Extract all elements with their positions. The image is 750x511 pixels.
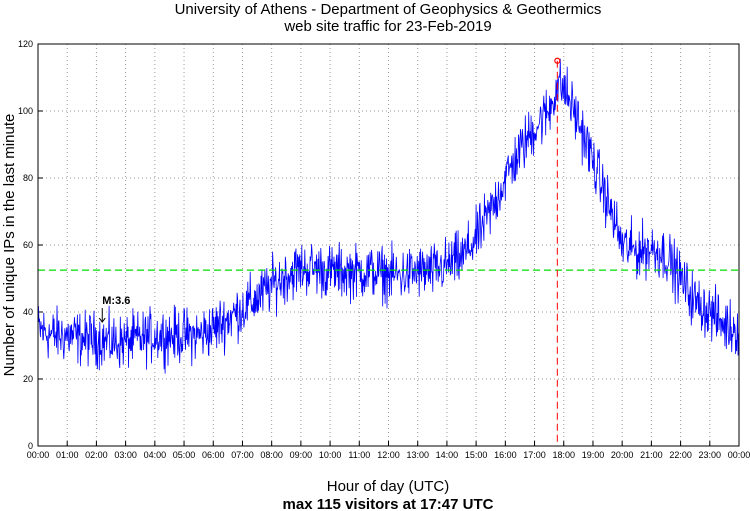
x-tick-label: 01:00 [56, 450, 79, 460]
x-tick-label: 16:00 [494, 450, 517, 460]
y-axis-label: Number of unique IPs in the last minute [1, 114, 18, 377]
y-tick-label: 80 [23, 173, 33, 183]
y-tick-label: 40 [23, 307, 33, 317]
y-tick-label: 120 [18, 39, 33, 49]
x-tick-label: 04:00 [144, 450, 167, 460]
annotation-arrow-head [98, 317, 106, 323]
annotation-label: M:3.6 [102, 295, 130, 307]
x-tick-label: 11:00 [348, 450, 370, 460]
x-tick-label: 23:00 [699, 450, 722, 460]
y-tick-label: 0 [28, 441, 33, 451]
x-axis-label: Hour of day (UTC) [327, 478, 450, 495]
traffic-series-line [37, 58, 740, 374]
x-tick-label: 19:00 [582, 450, 605, 460]
x-tick-label: 13:00 [406, 450, 429, 460]
y-tick-label: 100 [18, 106, 33, 116]
max-visitors-footer: max 115 visitors at 17:47 UTC [283, 496, 494, 511]
y-tick-label: 60 [23, 240, 33, 250]
max-point-marker [554, 57, 561, 64]
y-tick-label: 20 [23, 374, 33, 384]
series-marks: M:3.6 [37, 57, 740, 446]
x-tick-label: 00:00 [27, 450, 50, 460]
axis-ticks: 0 20 40 60 80 100 120 00:00 01:00 02:00 03:00 04:00… [18, 39, 750, 460]
x-tick-label: 05:00 [173, 450, 196, 460]
x-tick-label: 21:00 [640, 450, 663, 460]
x-tick-label: 07:00 [231, 450, 254, 460]
x-tick-label: 00:00 [728, 450, 750, 460]
x-tick-label: 06:00 [202, 450, 225, 460]
x-tick-label: 20:00 [611, 450, 634, 460]
x-tick-label: 08:00 [260, 450, 283, 460]
x-tick-label: 17:00 [523, 450, 546, 460]
x-tick-label: 03:00 [114, 450, 137, 460]
x-tick-label: 18:00 [552, 450, 575, 460]
x-tick-label: 22:00 [669, 450, 692, 460]
chart-subtitle: web site traffic for 23-Feb-2019 [283, 18, 491, 35]
x-tick-label: 02:00 [85, 450, 108, 460]
x-tick-label: 15:00 [465, 450, 488, 460]
x-tick-label: 10:00 [319, 450, 342, 460]
x-tick-label: 12:00 [377, 450, 400, 460]
chart-title: University of Athens - Department of Geo… [175, 1, 602, 18]
x-tick-label: 14:00 [436, 450, 459, 460]
plot-frame [37, 43, 740, 447]
x-tick-label: 09:00 [290, 450, 313, 460]
